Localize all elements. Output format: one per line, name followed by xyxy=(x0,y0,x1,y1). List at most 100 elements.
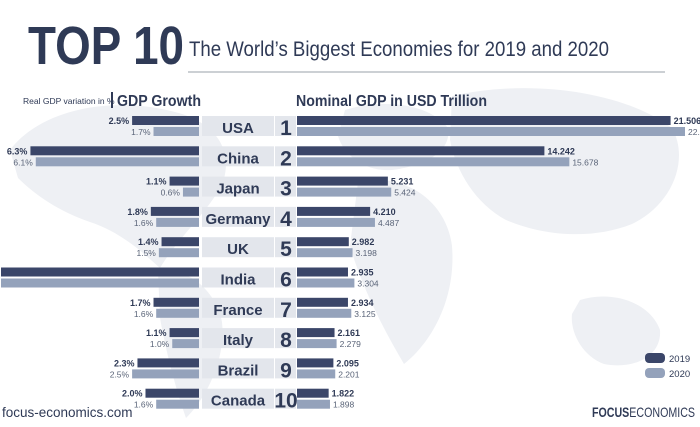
map-north-america-shape xyxy=(10,105,226,268)
gdp-bar-2019 xyxy=(297,176,388,186)
growth-chart-title: GDP Growth xyxy=(117,93,201,110)
gdp-bar-2019 xyxy=(297,237,349,247)
growth-bar-2019 xyxy=(169,176,199,186)
gdp-bar-2020 xyxy=(297,369,336,379)
country-label: India xyxy=(220,272,256,289)
growth-label-2020: 1.7% xyxy=(131,127,151,137)
rank-number: 10 xyxy=(274,390,297,413)
gdp-label-2019: 2.161 xyxy=(338,328,361,338)
growth-label-2020: 2.5% xyxy=(110,369,130,379)
country-label-bg xyxy=(202,237,274,258)
country-label-bg xyxy=(202,328,274,349)
map-africa-shape xyxy=(350,179,453,364)
brand-logo: FOCUSECONOMICS xyxy=(592,404,695,420)
country-label: Brazil xyxy=(218,362,259,379)
country-label: Japan xyxy=(216,181,259,198)
rank-bg xyxy=(275,176,296,197)
legend-swatch-2020 xyxy=(645,368,665,378)
gdp-bar-2019 xyxy=(297,358,334,368)
rank-bg xyxy=(275,116,296,136)
rank-bg xyxy=(275,328,296,349)
rank-bg xyxy=(275,388,296,409)
country-label-bg xyxy=(202,176,274,197)
brand-logo-rest: ECONOMICS xyxy=(629,404,695,420)
growth-label-2019: 2.0% xyxy=(122,389,143,399)
gdp-label-2019: 14.242 xyxy=(547,146,575,156)
growth-bar-2019 xyxy=(30,146,199,156)
growth-label-2019: 1.1% xyxy=(146,328,167,338)
rank-bg xyxy=(275,297,296,318)
country-label-bg xyxy=(202,206,274,227)
growth-label-2019: 1.4% xyxy=(138,237,159,247)
growth-label-2020: 1.6% xyxy=(134,309,154,319)
gdp-chart-title: Nominal GDP in USD Trillion xyxy=(296,93,487,110)
country-label-bg xyxy=(202,267,274,288)
gdp-label-2019: 2.982 xyxy=(352,237,375,247)
growth-label-2019: 2.5% xyxy=(109,116,130,126)
growth-bar-2020 xyxy=(156,399,199,409)
gdp-label-2019: 21.506 xyxy=(674,116,700,126)
top-ten-heading: TOP 10 xyxy=(28,16,184,76)
growth-bar-2019 xyxy=(137,358,199,368)
page-subtitle: The World’s Biggest Economies for 2019 a… xyxy=(189,38,609,61)
country-label: USA xyxy=(222,120,254,137)
growth-bar-2020 xyxy=(158,248,199,258)
gdp-bar-2019 xyxy=(297,267,348,277)
gdp-label-2020: 22.336 xyxy=(688,127,700,137)
gdp-label-2020: 15.678 xyxy=(572,157,598,167)
gdp-label-2020: 3.125 xyxy=(354,309,376,319)
growth-label-2019: 1.7% xyxy=(130,298,151,308)
gdp-bar-2019 xyxy=(297,388,329,398)
rank-bg xyxy=(275,358,296,379)
gdp-bar-2020 xyxy=(297,217,375,227)
rank-number: 5 xyxy=(280,238,292,261)
country-label: Germany xyxy=(205,211,271,228)
gdp-bar-2020 xyxy=(297,187,392,197)
growth-label-2019: 2.3% xyxy=(114,358,135,368)
map-australia-shape xyxy=(571,296,661,366)
gdp-bar-2020 xyxy=(297,278,355,288)
growth-label-2019: 6.3% xyxy=(7,146,28,156)
gdp-label-2020: 1.898 xyxy=(333,400,355,410)
growth-bar-2020 xyxy=(156,217,199,227)
gdp-bar-2019 xyxy=(297,146,545,156)
gdp-bar-2020 xyxy=(297,248,353,258)
rank-number: 3 xyxy=(280,178,292,201)
gdp-bar-2019 xyxy=(297,206,371,216)
growth-label-2020: 1.6% xyxy=(134,218,154,228)
rank-bg xyxy=(275,237,296,258)
brand-logo-bold: FOCUS xyxy=(592,404,629,420)
country-label: UK xyxy=(227,241,249,258)
legend-label-2020: 2020 xyxy=(669,369,690,380)
growth-bar-2020 xyxy=(156,308,199,318)
growth-bar-2020 xyxy=(35,157,199,167)
gdp-bar-2020 xyxy=(297,339,337,349)
gdp-bar-2019 xyxy=(297,116,671,125)
growth-label-2019: 1.1% xyxy=(146,177,167,187)
rank-number: 6 xyxy=(280,269,292,292)
growth-bar-2020 xyxy=(153,127,199,136)
growth-bar-2020 xyxy=(172,339,199,349)
growth-bar-2019 xyxy=(132,116,199,125)
rank-number: 4 xyxy=(280,208,292,231)
gdp-bar-2020 xyxy=(297,127,685,136)
gdp-label-2020: 3.304 xyxy=(357,279,379,289)
gdp-bar-2020 xyxy=(297,399,330,409)
gdp-label-2020: 4.487 xyxy=(378,218,400,228)
rank-number: 1 xyxy=(280,117,292,140)
growth-bar-2019 xyxy=(153,297,199,307)
rank-number: 8 xyxy=(280,329,292,352)
rank-number: 2 xyxy=(280,147,292,170)
gdp-label-2019: 1.822 xyxy=(332,389,355,399)
country-rows: USA12.5%1.7%21.50622.336China26.3%6.1%14… xyxy=(1,116,700,413)
country-label-bg xyxy=(202,358,274,379)
gdp-bar-2019 xyxy=(297,328,335,338)
